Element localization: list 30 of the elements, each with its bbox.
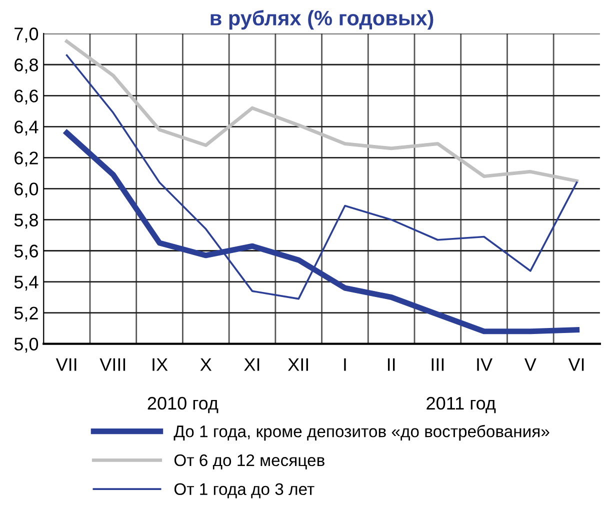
- line-series: [65, 40, 578, 183]
- y-tick-label: 6,0: [14, 182, 38, 198]
- legend-label: От 1 года до 3 лет: [174, 483, 314, 498]
- x-tick-label: VII: [56, 358, 76, 371]
- x-tick-label: X: [200, 358, 212, 371]
- chart-title: в рублях (% годовых): [210, 10, 434, 30]
- y-tick-label: 7,0: [14, 28, 38, 42]
- x-tick-label: XI: [244, 358, 260, 371]
- x-tick-label: II: [388, 358, 395, 371]
- y-tick-label: 6,6: [14, 90, 38, 104]
- y-tick-label: 5,6: [14, 244, 38, 260]
- text: 2010 год: [148, 396, 218, 414]
- text: 2011 год: [426, 396, 496, 414]
- y-tick-label: 5,4: [14, 276, 38, 291]
- x-tick-label: VIII: [100, 358, 126, 371]
- y-tick-label: 5,8: [14, 214, 38, 229]
- y-tick-label: 6,4: [14, 120, 38, 136]
- x-tick-label: VI: [568, 358, 584, 371]
- legend-label: От 6 до 12 месяцев: [174, 454, 324, 470]
- y-tick-label: 5,0: [14, 338, 38, 353]
- y-tick-label: 6,2: [14, 152, 38, 167]
- x-tick-label: IX: [152, 358, 168, 371]
- x-tick-label: III: [432, 358, 444, 371]
- x-tick-label: V: [524, 358, 536, 371]
- y-tick-label: 6,8: [14, 58, 38, 74]
- x-tick-label: I: [344, 358, 346, 371]
- x-tick-label: IV: [477, 358, 492, 371]
- y-tick-label: 5,2: [14, 306, 38, 322]
- x-tick-label: XII: [288, 358, 308, 371]
- legend-label: До 1 года, кроме депозитов «до востребования»: [174, 424, 550, 441]
